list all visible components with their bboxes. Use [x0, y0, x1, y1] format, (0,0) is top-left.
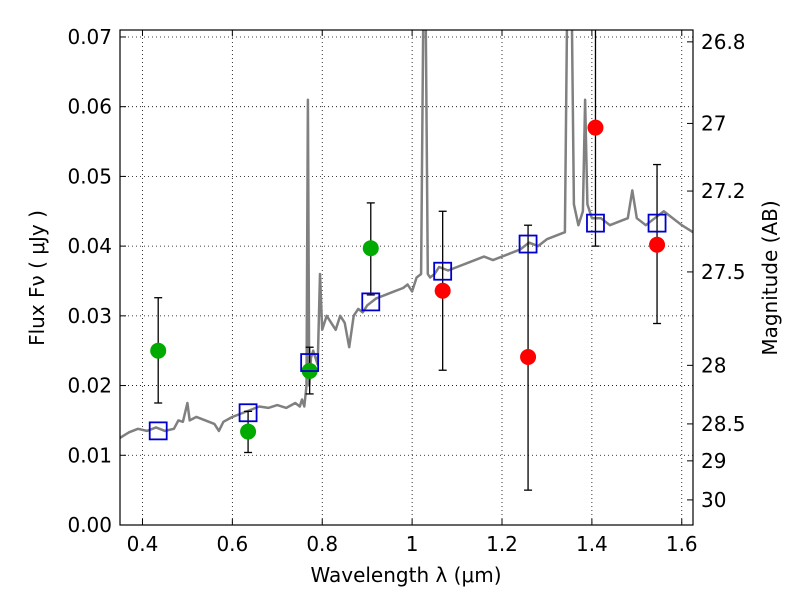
y-tick-label: 0.02 [67, 374, 112, 398]
data-series [120, 30, 693, 491]
tick-labels: 0.4 0.6 0.8 1 1.2 1.4 1.6 0.00 0.01 0.02 0.03 0.04 0… [67, 25, 745, 556]
y2-tick-label: 28 [701, 353, 726, 377]
tick-marks [120, 30, 693, 526]
y-tick-label: 0.05 [67, 164, 112, 188]
x-tick-label: 1.4 [576, 532, 608, 556]
model-square [148, 421, 168, 441]
model-square [238, 403, 258, 423]
plot-background [120, 30, 693, 525]
y-axis-title: Flux Fν ( μJy ) [25, 210, 49, 346]
red-point [434, 282, 451, 299]
model-square [586, 213, 605, 233]
x-axis-title: Wavelength λ (μm) [310, 563, 501, 587]
y2-tick-label: 27.5 [701, 260, 746, 284]
x-tick-label: 1 [406, 532, 419, 556]
y-tick-label: 0.00 [67, 513, 112, 537]
y2-axis-title: Magnitude (AB) [758, 200, 782, 355]
x-tick-label: 1.2 [486, 532, 518, 556]
model-square [433, 261, 453, 281]
spectrum-line [120, 30, 693, 439]
x-tick-label: 0.4 [127, 532, 159, 556]
green-point [240, 423, 257, 440]
y2-tick-label: 26.8 [701, 30, 746, 54]
grid-lines [120, 30, 693, 526]
green-point [362, 240, 379, 257]
y2-tick-label: 29 [701, 449, 726, 473]
model-square [518, 234, 538, 254]
y2-tick-label: 27.2 [701, 179, 746, 203]
green-point [150, 342, 167, 359]
y2-tick-label: 28.5 [701, 412, 746, 436]
model-square [300, 353, 320, 372]
y-tick-label: 0.06 [67, 95, 112, 119]
model-square [361, 292, 381, 312]
y-tick-label: 0.07 [67, 25, 112, 49]
y-tick-label: 0.01 [67, 443, 112, 467]
red-point [649, 236, 666, 253]
y-tick-label: 0.03 [67, 304, 112, 328]
x-tick-label: 1.6 [666, 532, 698, 556]
red-point [520, 348, 537, 365]
model-square [647, 213, 667, 233]
y-tick-label: 0.04 [67, 234, 112, 258]
y2-tick-label: 30 [701, 488, 726, 512]
x-tick-label: 0.6 [216, 532, 248, 556]
x-tick-label: 0.8 [306, 532, 338, 556]
plot-frame [119, 29, 694, 526]
y2-tick-label: 27 [701, 111, 726, 135]
red-point [587, 119, 604, 136]
